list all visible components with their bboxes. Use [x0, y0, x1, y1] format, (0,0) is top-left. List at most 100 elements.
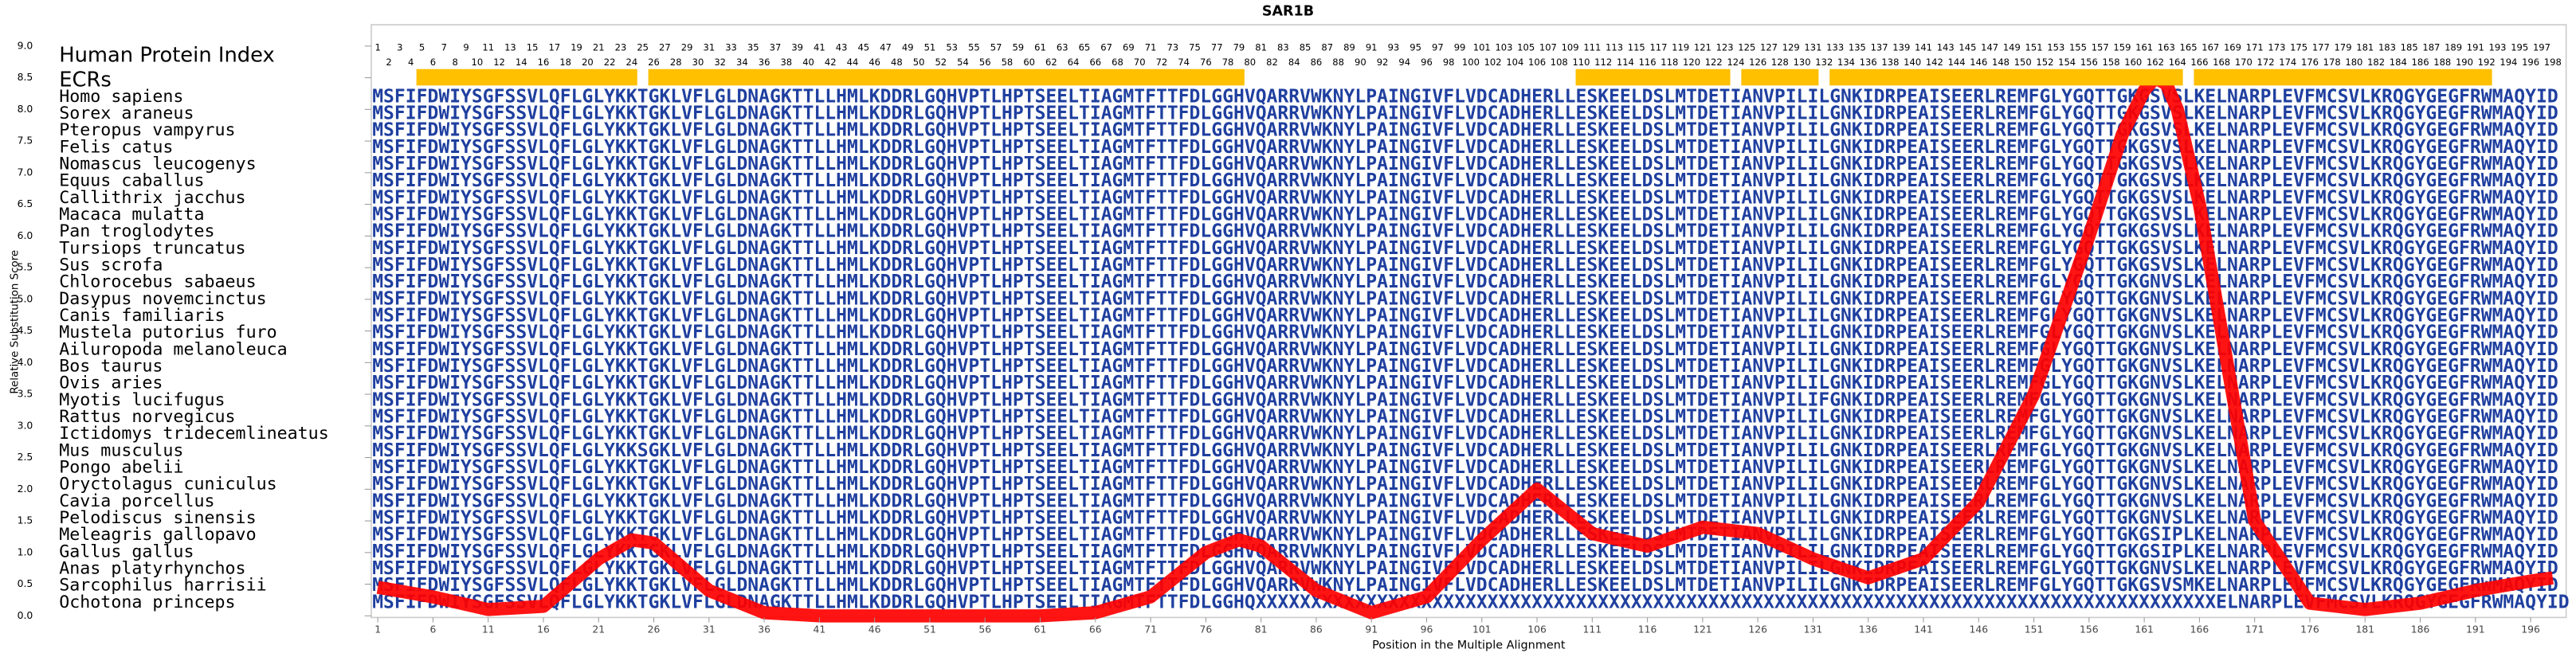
y-tick-label: 6.0 [18, 230, 33, 241]
index-number: 82 [1266, 57, 1278, 68]
index-number: 102 [1484, 57, 1502, 68]
index-number: 43 [836, 41, 848, 53]
index-number: 177 [2312, 41, 2330, 53]
index-number: 152 [2036, 57, 2053, 68]
y-tick-label: 7.0 [18, 166, 33, 178]
index-number: 23 [615, 41, 627, 53]
index-number: 32 [714, 57, 726, 68]
index-number: 90 [1355, 57, 1366, 68]
index-number: 146 [1970, 57, 1987, 68]
index-number: 114 [1617, 57, 1634, 68]
index-number: 140 [1904, 57, 1921, 68]
index-number: 116 [1639, 57, 1657, 68]
index-number: 178 [2323, 57, 2341, 68]
index-number: 128 [1771, 57, 1789, 68]
x-tick-label: 96 [1421, 624, 1433, 635]
species-name: Anas platyrhynchos [59, 558, 245, 578]
index-number: 162 [2147, 57, 2164, 68]
index-number: 66 [1089, 57, 1101, 68]
species-name: Tursiops truncatus [59, 238, 245, 258]
index-number: 26 [648, 57, 660, 68]
index-number: 13 [504, 41, 516, 53]
index-number: 37 [770, 41, 782, 53]
y-tick-label: 3.0 [18, 420, 33, 431]
index-number: 115 [1628, 41, 1645, 53]
index-number: 38 [780, 57, 792, 68]
sequence: MSFIFDWIYSGFSSVLQFLGLYKKTGKLVFLGLDNAGKTT… [372, 238, 2558, 259]
y-tick-label: 6.5 [18, 198, 33, 209]
index-number: 117 [1649, 41, 1667, 53]
sequence: MSFIFDWIYSGFSSVLQFLGLYKKTGKLVFLGLDNAGKTT… [372, 389, 2558, 410]
index-number: 11 [482, 41, 494, 53]
species-name: Callithrix jacchus [59, 188, 245, 208]
index-number: 31 [703, 41, 715, 53]
x-tick-label: 66 [1089, 624, 1102, 635]
index-number: 7 [441, 41, 447, 53]
marks [376, 71, 2554, 623]
species-name: Gallus gallus [59, 542, 194, 561]
x-tick-label: 136 [1859, 624, 1878, 635]
x-tick-label: 146 [1969, 624, 1988, 635]
index-number: 69 [1123, 41, 1135, 53]
index-number: 113 [1606, 41, 1623, 53]
x-tick-label: 121 [1693, 624, 1712, 635]
index-number: 172 [2257, 57, 2275, 68]
index-number: 39 [791, 41, 803, 53]
x-tick-label: 56 [978, 624, 991, 635]
index-number: 4 [408, 57, 414, 68]
species-name: Cavia porcellus [59, 491, 214, 511]
x-tick-label: 46 [868, 624, 881, 635]
index-number: 97 [1432, 41, 1444, 53]
index-number: 198 [2544, 57, 2562, 68]
index-number: 67 [1100, 41, 1112, 53]
y-tick-label: 3.5 [18, 389, 33, 400]
plot-frame [371, 24, 2567, 619]
x-tick-label: 111 [1583, 624, 1602, 635]
index-number: 191 [2467, 41, 2484, 53]
species-name: Macaca mulatta [59, 205, 204, 225]
index-number: 24 [625, 57, 637, 68]
index-number: 180 [2345, 57, 2362, 68]
index-number: 9 [463, 41, 469, 53]
y-tick-label: 8.0 [18, 104, 33, 115]
index-number: 72 [1156, 57, 1168, 68]
index-number: 16 [538, 57, 550, 68]
index-number: 129 [1782, 41, 1800, 53]
sequence: MSFIFDWIYSGFSSVLQFLGLYKKTGKLVFLGLDNAGKTT… [372, 474, 2558, 495]
x-tick-label: 16 [537, 624, 550, 635]
index-number: 47 [880, 41, 892, 53]
index-number: 74 [1178, 57, 1190, 68]
index-number: 156 [2080, 57, 2098, 68]
species-name: Nomascus leucogenys [59, 154, 256, 174]
species-name: Pongo abelii [59, 457, 183, 477]
index-number: 14 [516, 57, 527, 68]
species-name: Pan troglodytes [59, 221, 214, 241]
index-number: 91 [1366, 41, 1378, 53]
sequence: MSFIFDWIYSGFSSVLQFLGLYKKTGKLVFLGLDNAGKTT… [372, 103, 2558, 123]
index-number: 59 [1012, 41, 1024, 53]
y-tick-label: 0.5 [18, 578, 33, 589]
species-name: Mus musculus [59, 440, 183, 460]
index-number: 155 [2069, 41, 2087, 53]
x-tick-label: 41 [814, 624, 826, 635]
x-tick-label: 181 [2355, 624, 2374, 635]
index-number: 21 [593, 41, 605, 53]
index-number: 79 [1233, 41, 1245, 53]
index-number: 164 [2169, 57, 2186, 68]
index-number: 182 [2367, 57, 2385, 68]
index-number: 108 [1551, 57, 1568, 68]
x-tick-label: 61 [1034, 624, 1047, 635]
index-number: 68 [1112, 57, 1123, 68]
x-tick-label: 196 [2521, 624, 2540, 635]
index-number: 171 [2246, 41, 2264, 53]
index-label: Human Protein Index [59, 44, 275, 68]
sequence: MSFIFDWIYSGFSSVLQFLGLYKKTGKLVFLGLDNAGKTT… [372, 356, 2558, 377]
index-number: 100 [1462, 57, 1480, 68]
x-tick-label: 166 [2190, 624, 2209, 635]
index-number: 3 [397, 41, 402, 53]
alignment: Homo sapiens MSFIFDWIYSGFSSVLQFLGLYKKTGKL… [59, 86, 2569, 612]
index-number: 147 [1981, 41, 1998, 53]
index-number: 139 [1892, 41, 1910, 53]
index-number: 6 [430, 57, 436, 68]
index-number: 88 [1332, 57, 1344, 68]
